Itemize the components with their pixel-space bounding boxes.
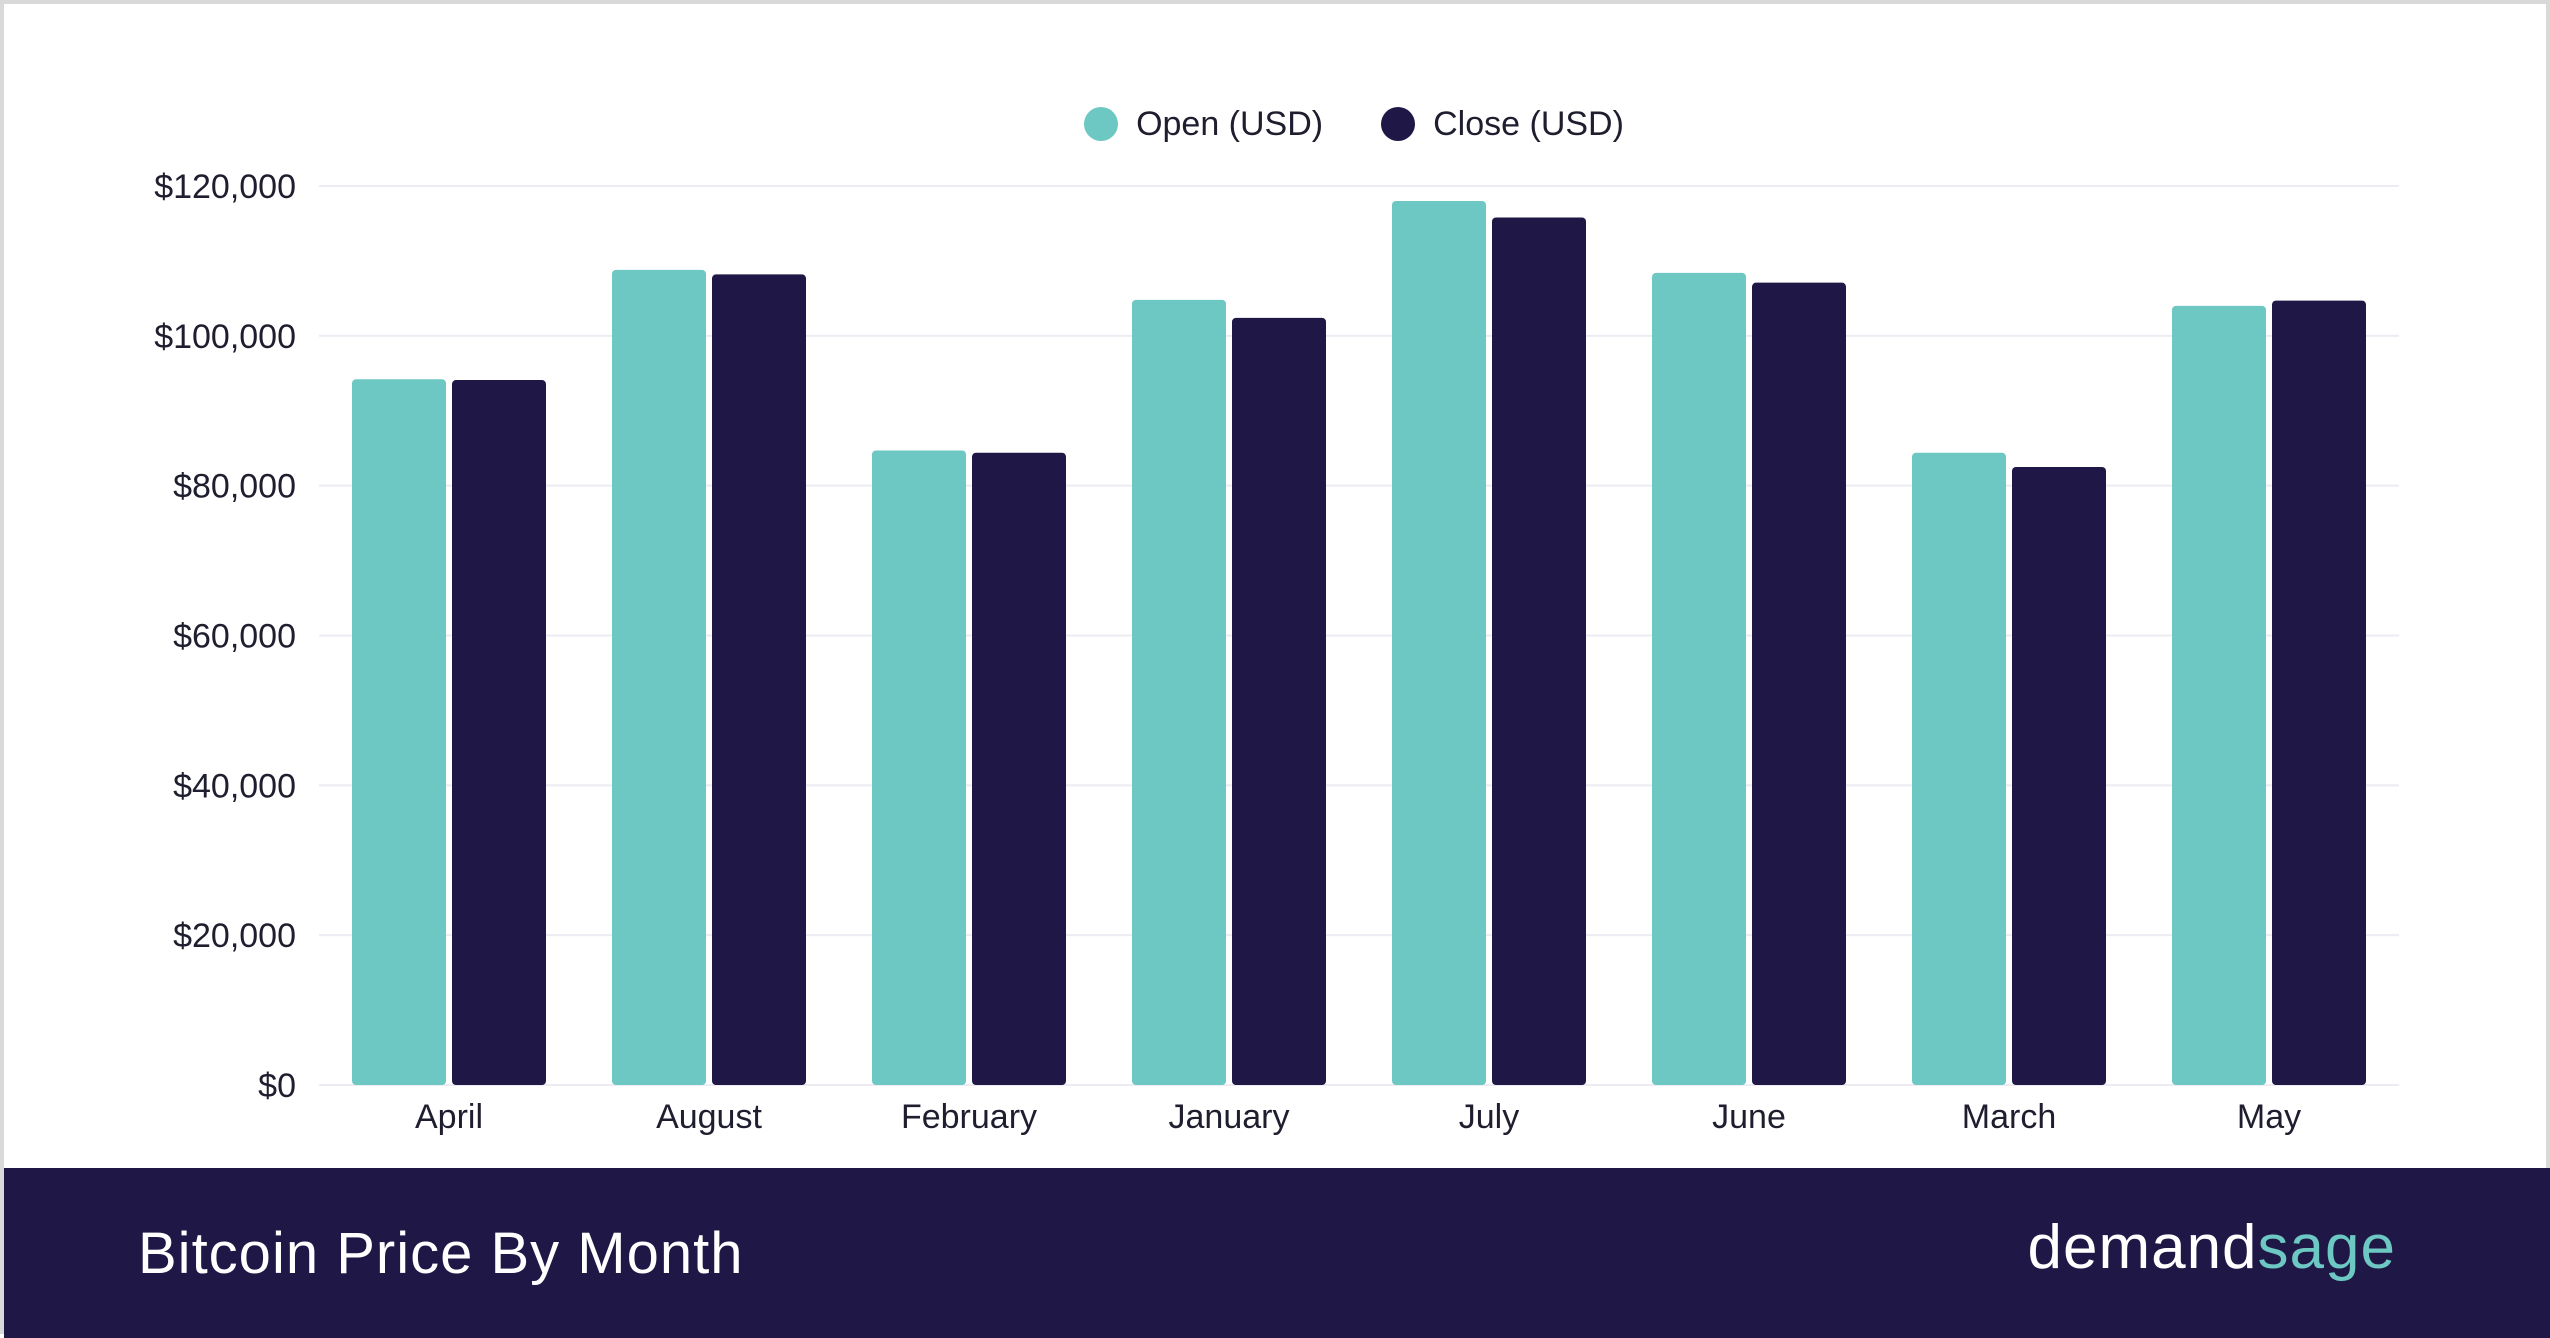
chart-area: $0 $20,000 $40,000 $60,000 $80,000 $100,000 $1…	[4, 4, 2550, 1168]
bar-open	[1132, 299, 1226, 1086]
y-tick-label: $20,000	[173, 917, 296, 955]
bar-chart: $0 $20,000 $40,000 $60,000 $80,000 $100,000 $1…	[154, 168, 2399, 1136]
bar-open	[1392, 200, 1486, 1085]
bar-open	[1912, 452, 2006, 1085]
legend-swatch-close	[1381, 107, 1416, 141]
legend-item-close: Close (USD)	[1381, 105, 1624, 144]
y-tick-label: $100,000	[154, 318, 296, 356]
bar-close	[972, 452, 1066, 1085]
x-tick-label: May	[2237, 1098, 2301, 1136]
y-tick-label: $0	[258, 1067, 296, 1105]
y-tick-label: $80,000	[173, 468, 296, 506]
bar-open	[872, 450, 966, 1086]
x-tick-label: June	[1712, 1098, 1786, 1136]
x-tick-label: August	[656, 1098, 762, 1136]
y-tick-label: $40,000	[173, 767, 296, 805]
legend-item-open: Open (USD)	[1084, 105, 1323, 144]
bar-close	[1232, 317, 1326, 1085]
x-tick-label: January	[1169, 1098, 1290, 1136]
brand-logo-part-2: sage	[2257, 1213, 2396, 1282]
y-tick-label: $60,000	[173, 618, 296, 656]
bar-open	[612, 269, 706, 1085]
bar-close	[2272, 300, 2366, 1085]
bar-open	[2172, 305, 2266, 1085]
footer-banner: Bitcoin Price By Month demandsage	[4, 1168, 2550, 1338]
legend-label-open: Open (USD)	[1136, 104, 1324, 143]
brand-logo: demandsage	[2027, 1212, 2396, 1283]
bar-close	[452, 380, 546, 1085]
bar-close	[1492, 217, 1586, 1086]
legend-swatch-open	[1084, 107, 1119, 141]
legend-label-close: Close (USD)	[1433, 104, 1624, 143]
brand-logo-part-1: demand	[2027, 1213, 2258, 1282]
chart-legend: Open (USD) Close (USD)	[4, 96, 2550, 152]
footer-title: Bitcoin Price By Month	[138, 1221, 744, 1286]
bar-close	[2012, 466, 2106, 1085]
y-tick-label: $120,000	[154, 168, 296, 206]
bar-open	[352, 379, 446, 1085]
bar-close	[712, 274, 806, 1085]
bar-open	[1652, 272, 1746, 1085]
x-tick-label: March	[1962, 1098, 2056, 1136]
x-tick-label: July	[1459, 1098, 1519, 1136]
x-tick-label: February	[901, 1098, 1037, 1136]
bar-close	[1752, 282, 1846, 1086]
x-tick-label: April	[415, 1098, 483, 1136]
